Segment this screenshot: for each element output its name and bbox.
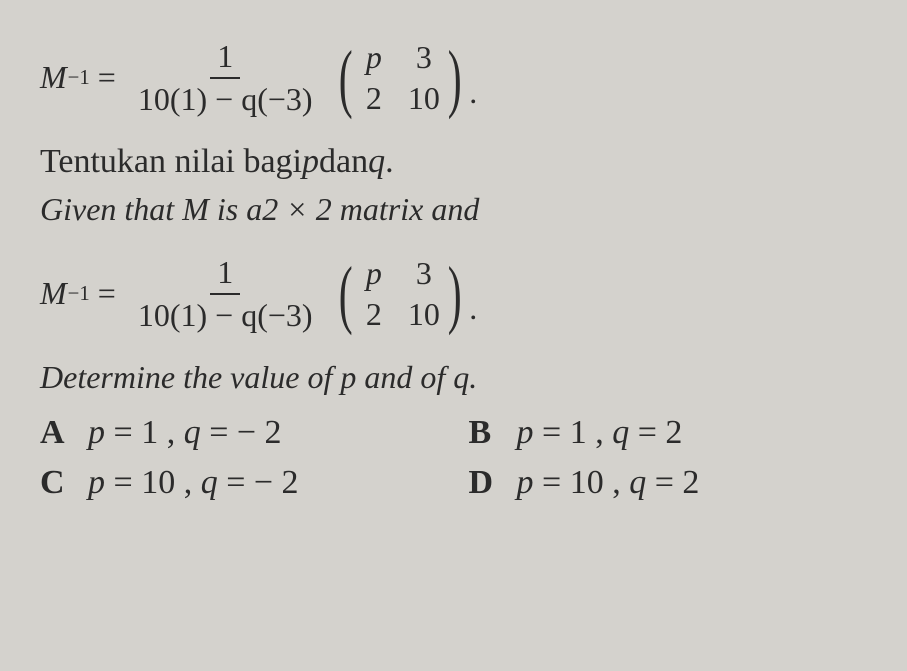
m12: 3 (408, 39, 440, 76)
instruction-malay: Tentukan nilai bagi p dan q . (40, 143, 867, 181)
matrix-grid: p 3 2 10 (358, 255, 442, 333)
answer-options: A p = 1 , q = − 2 B p = 1 , q = 2 C p = … (40, 414, 867, 502)
paren-right: ) (448, 256, 462, 332)
equation-2: M −1 = 1 10(1) − q(−3) ( p 3 2 10 ) . (40, 246, 867, 341)
option-label: D (469, 464, 517, 502)
option-a: A p = 1 , q = − 2 (40, 414, 439, 452)
m11: p (360, 39, 388, 76)
var-q: q (368, 143, 385, 181)
option-c: C p = 10 , q = − 2 (40, 464, 439, 502)
lhs-sup: −1 (68, 282, 90, 306)
m21: 2 (360, 80, 388, 117)
text-post: . (385, 143, 394, 181)
option-label: B (469, 414, 517, 452)
denominator: 10(1) − q(−3) (132, 79, 319, 118)
period: . (469, 74, 477, 125)
text-pre: Given that M is a (40, 191, 262, 228)
text-mid: dan (319, 143, 368, 181)
m22: 10 (408, 80, 440, 117)
period: . (469, 290, 477, 341)
determine-english: Determine the value of p and of q. (40, 359, 867, 396)
matrix: ( p 3 2 10 ) (333, 39, 468, 117)
option-label: A (40, 414, 88, 452)
text-post: matrix and (332, 191, 480, 228)
m21: 2 (360, 296, 388, 333)
equals: = (98, 275, 116, 312)
option-label: C (40, 464, 88, 502)
matrix: ( p 3 2 10 ) (333, 255, 468, 333)
numerator: 1 (210, 38, 240, 79)
given-english: Given that M is a 2 × 2 matrix and (40, 191, 867, 228)
paren-left: ( (338, 256, 352, 332)
paren-left: ( (338, 40, 352, 116)
m12: 3 (408, 255, 440, 292)
dim: 2 × 2 (262, 191, 332, 228)
paren-right: ) (448, 40, 462, 116)
lhs-var: M (40, 275, 67, 312)
equals: = (98, 59, 116, 96)
fraction: 1 10(1) − q(−3) (132, 38, 319, 118)
text-pre: Tentukan nilai bagi (40, 143, 302, 181)
numerator: 1 (210, 254, 240, 295)
fraction: 1 10(1) − q(−3) (132, 254, 319, 334)
option-d: D p = 10 , q = 2 (469, 464, 868, 502)
var-p: p (302, 143, 319, 181)
matrix-grid: p 3 2 10 (358, 39, 442, 117)
option-b: B p = 1 , q = 2 (469, 414, 868, 452)
lhs-var: M (40, 59, 67, 96)
equation-1: M −1 = 1 10(1) − q(−3) ( p 3 2 10 ) . (40, 30, 867, 125)
lhs-sup: −1 (68, 66, 90, 90)
m11: p (360, 255, 388, 292)
denominator: 10(1) − q(−3) (132, 295, 319, 334)
m22: 10 (408, 296, 440, 333)
